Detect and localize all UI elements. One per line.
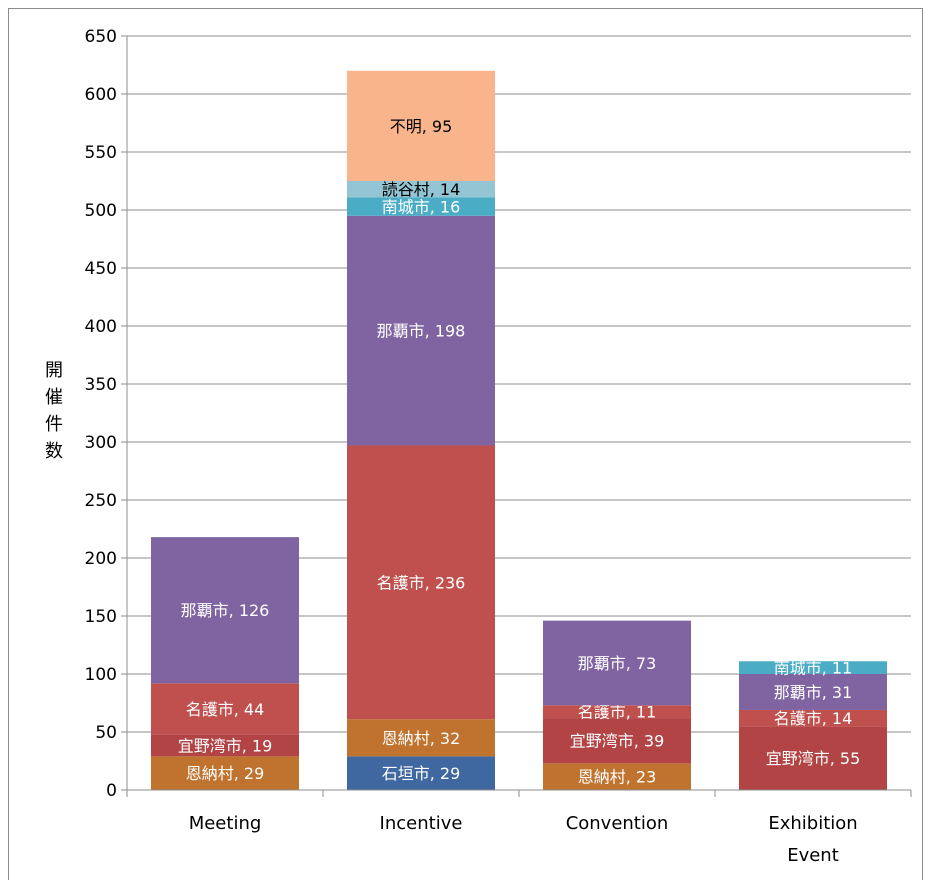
y-tick-label: 450 (85, 259, 117, 279)
x-tick-label: Exhibition (768, 813, 857, 834)
bar-segment (347, 719, 495, 757)
data-label: 名護市, 236 (377, 573, 466, 592)
data-label: 宜野湾市, 39 (570, 732, 665, 751)
y-tick-label: 100 (85, 665, 117, 685)
y-tick-label: 0 (106, 781, 117, 801)
data-label: 宜野湾市, 55 (766, 749, 861, 768)
bar-segment (347, 215, 495, 446)
bar-segment (151, 734, 299, 757)
bar-segment (347, 197, 495, 216)
stacked-bar-chart: 0 50 100 150 200 250 300 350 400 450 500 550 600 650 開… (45, 27, 912, 866)
y-tick-label: 150 (85, 607, 117, 627)
bar-segment (151, 537, 299, 684)
y-tick-label: 250 (85, 491, 117, 511)
bar-segment (347, 756, 495, 790)
bar-segment (151, 756, 299, 790)
x-tick-label: Meeting (189, 813, 262, 834)
data-label: 南城市, 11 (774, 659, 853, 678)
data-label: 読谷村, 14 (382, 180, 461, 199)
data-label: 那覇市, 73 (578, 654, 657, 673)
data-label: 名護市, 44 (186, 700, 265, 719)
chart-frame: 0 50 100 150 200 250 300 350 400 450 500 550 600 650 開… (8, 8, 923, 880)
data-label: 名護市, 11 (578, 703, 657, 722)
y-tick-label: 300 (85, 433, 117, 453)
y-tick-label: 550 (85, 143, 117, 163)
y-axis-label: 件 (45, 414, 63, 435)
bar-segment (739, 726, 887, 790)
data-label: 恩納村, 29 (186, 764, 265, 783)
bar-segment (739, 674, 887, 710)
y-axis-label: 開 (45, 360, 63, 381)
bar-segment (543, 763, 691, 790)
bar-segment (543, 705, 691, 719)
bar-segment (543, 718, 691, 764)
data-label: 宜野湾市, 19 (178, 736, 273, 755)
y-tick-label: 600 (85, 85, 117, 105)
data-label: 石垣市, 29 (382, 764, 461, 783)
data-label: 南城市, 16 (382, 198, 461, 217)
bar-segment (739, 709, 887, 727)
data-label: 名護市, 14 (774, 709, 853, 728)
bar-segment (739, 661, 887, 674)
y-tick-label: 500 (85, 201, 117, 221)
data-label: 那覇市, 31 (774, 683, 853, 702)
x-tick-label: Convention (566, 813, 669, 834)
y-tick-label: 200 (85, 549, 117, 569)
data-label: 恩納村, 23 (578, 768, 657, 787)
y-tick-label: 350 (85, 375, 117, 395)
bar-segment (151, 683, 299, 735)
bar-segment (347, 445, 495, 720)
x-tick-label: Incentive (380, 813, 463, 834)
y-tick-label: 50 (95, 723, 117, 743)
data-label: 那覇市, 126 (181, 601, 270, 620)
data-label: 恩納村, 32 (382, 729, 461, 748)
data-label: 不明, 95 (390, 117, 453, 136)
y-tick-label: 400 (85, 317, 117, 337)
y-tick-label: 650 (85, 27, 117, 47)
y-axis-label: 催 (45, 387, 63, 408)
bar-segment (347, 70, 495, 181)
x-tick-label: Event (787, 845, 839, 866)
y-axis-label: 数 (45, 441, 63, 462)
bar-segment (347, 181, 495, 198)
data-label: 那覇市, 198 (377, 322, 466, 341)
bar-segment (543, 620, 691, 706)
